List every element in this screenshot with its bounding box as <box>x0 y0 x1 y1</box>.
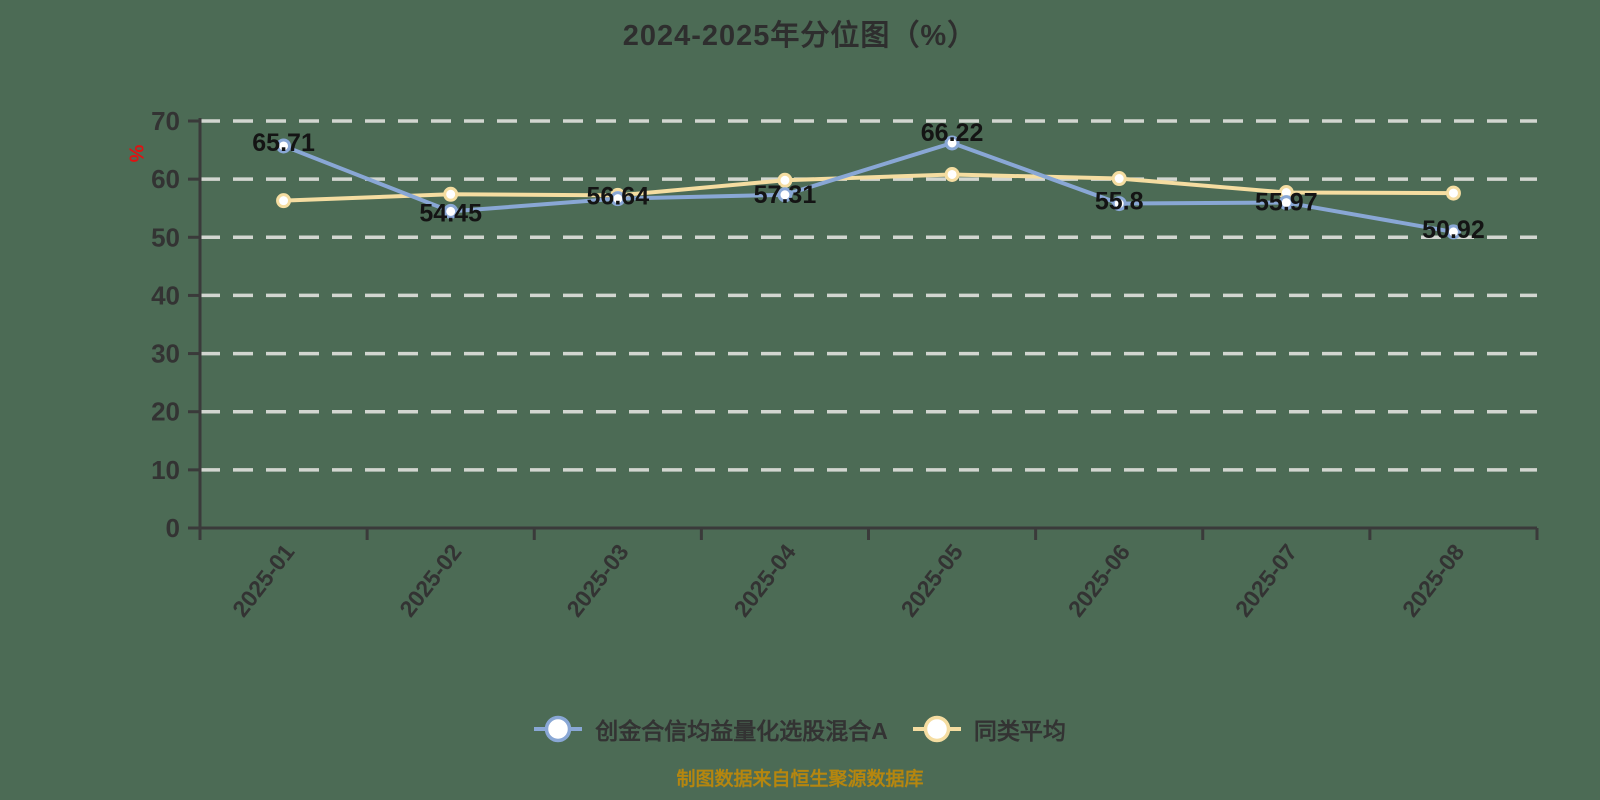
y-tick-label: 10 <box>151 455 180 485</box>
x-tick-label: 2025-08 <box>1397 539 1470 622</box>
legend-label-fund: 创金合信均益量化选股混合A <box>595 718 888 744</box>
data-point-fund <box>944 135 960 151</box>
data-point-fund <box>1111 196 1127 212</box>
data-point-fund <box>276 138 292 154</box>
legend-item-average[interactable]: 同类平均 <box>912 712 1066 746</box>
y-tick-label: 40 <box>151 280 180 310</box>
y-tick-label: 0 <box>166 513 180 543</box>
data-point-fund <box>1445 224 1461 240</box>
data-point-average <box>1445 185 1461 201</box>
data-point-fund <box>1278 195 1294 211</box>
y-tick-label: 50 <box>151 222 180 252</box>
legend-item-fund[interactable]: 创金合信均益量化选股混合A <box>534 712 888 746</box>
legend-marker-fund-icon <box>534 715 583 743</box>
legend-label-average: 同类平均 <box>973 718 1066 744</box>
data-point-average <box>443 186 459 202</box>
y-tick-label: 30 <box>151 339 180 369</box>
x-tick-label: 2025-02 <box>394 539 466 622</box>
y-tick-label: 60 <box>151 164 180 194</box>
data-label: 54.45 <box>419 199 482 227</box>
x-tick-label: 2025-07 <box>1230 539 1302 622</box>
data-label: 65.71 <box>252 129 315 157</box>
data-label: 57.31 <box>754 181 817 209</box>
data-point-average <box>276 193 292 209</box>
data-label: 56.64 <box>587 183 650 211</box>
data-point-average <box>1111 171 1127 187</box>
series-average-line <box>281 172 1456 203</box>
x-tick-label: 2025-03 <box>561 539 633 622</box>
data-point-fund <box>443 203 459 219</box>
legend-marker-average-icon <box>912 715 961 743</box>
data-point-fund <box>777 187 793 203</box>
data-point-fund <box>610 191 626 207</box>
x-tick-label: 2025-06 <box>1063 539 1135 622</box>
data-label: 55.97 <box>1255 189 1318 217</box>
x-tick-label: 2025-05 <box>896 539 969 622</box>
data-label: 50.92 <box>1422 216 1485 244</box>
series-fund-line <box>281 140 1456 234</box>
data-label: 66.22 <box>921 119 984 147</box>
x-tick-label: 2025-04 <box>728 539 801 622</box>
chart-title: 2024-2025年分位图（%） <box>622 20 978 52</box>
data-label: 55.8 <box>1095 188 1144 216</box>
chart-legend: 创金合信均益量化选股混合A 同类平均 <box>0 705 1600 753</box>
data-point-average <box>777 172 793 188</box>
data-point-average <box>944 166 960 182</box>
y-tick-label: 20 <box>151 397 180 427</box>
x-tick-label: 2025-01 <box>227 539 300 622</box>
y-tick-label: 70 <box>151 106 180 136</box>
data-source-caption: 制图数据来自恒生聚源数据库 <box>676 769 924 790</box>
